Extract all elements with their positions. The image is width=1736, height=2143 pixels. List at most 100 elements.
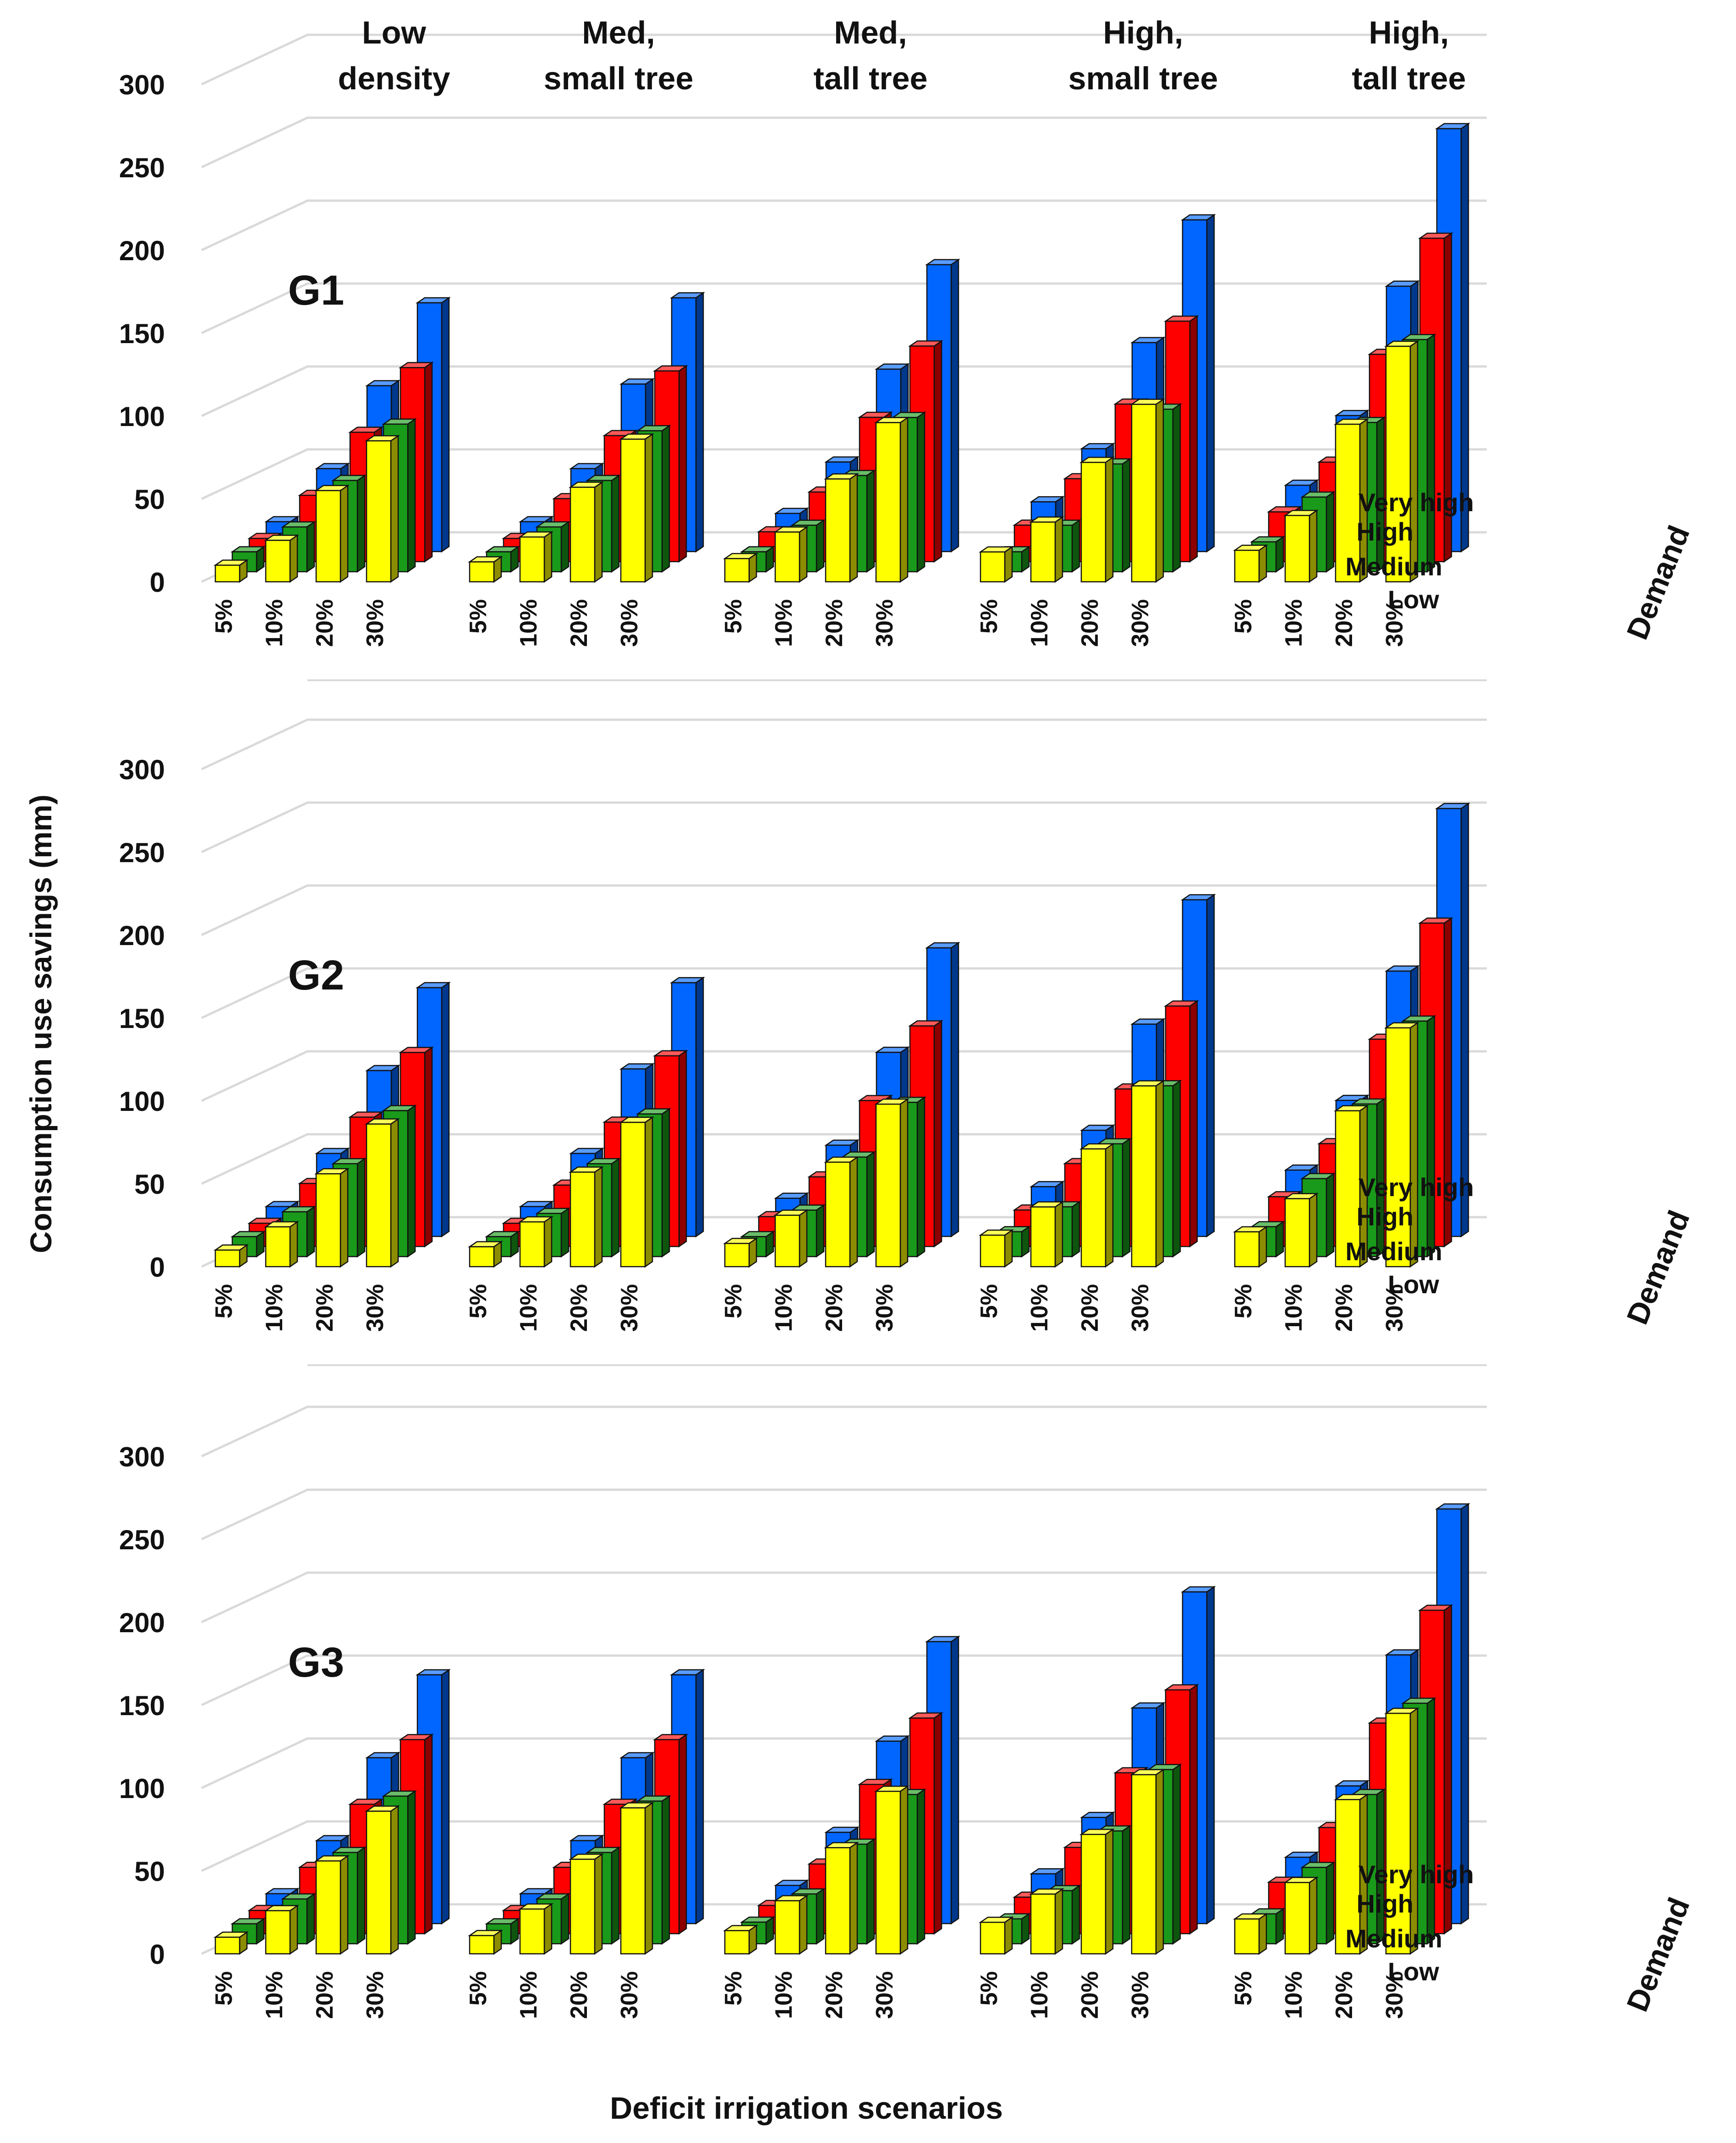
panel-g1-bar-side	[1054, 516, 1063, 583]
panel-g2-bar-front	[1385, 1027, 1411, 1268]
panel-g1-bar	[1333, 418, 1369, 583]
panel-g1-bar-front	[980, 551, 1006, 583]
panel-g3-bar-front	[214, 1936, 241, 1955]
panel-g2-scenario-label: 10%	[261, 1284, 288, 1332]
panel-g2-y-tick-label: 150	[119, 1003, 165, 1034]
panel-g2-bar-front	[1080, 1148, 1106, 1268]
panel-g2-bar	[568, 1166, 604, 1268]
density-header: density	[338, 60, 450, 96]
panel-g1-gridline	[201, 116, 1487, 169]
panel-g2-scenario-label: 5%	[211, 1284, 237, 1318]
panel-g3-bar	[1333, 1793, 1369, 1955]
panel-g3-gridline	[201, 1571, 1487, 1624]
panel-g2-label: G2	[288, 952, 345, 999]
panel-g1-bar	[568, 481, 604, 583]
panel-g2-y-tick-label: 0	[150, 1252, 165, 1283]
panel-g3-scenario-label: 10%	[1026, 1971, 1053, 2019]
panel-g3-y-tick-label: 200	[119, 1607, 165, 1638]
panel-g2-bar-side	[866, 1151, 875, 1258]
density-header: Low	[362, 15, 427, 50]
panel-g1-bar-front	[570, 487, 596, 583]
panel-g3-scenario-label: 20%	[821, 1971, 848, 2019]
panel-g2-bar-side	[594, 1166, 603, 1268]
panel-g2-y-tick-label: 250	[119, 837, 165, 868]
panel-g2-bar-side	[1004, 1229, 1013, 1268]
panel-g1-bar-side	[543, 530, 553, 583]
panel-g3-y-tick-label: 0	[150, 1939, 165, 1970]
panel-g3-scenario-label: 30%	[871, 1971, 898, 2019]
panel-g1-bar-side	[916, 411, 926, 573]
panel-g3-bar-side	[1275, 1908, 1284, 1945]
panel-g1-bar	[874, 416, 910, 583]
panel-g2-y-tick-label: 100	[119, 1086, 165, 1117]
panel-g3-bar-side	[1206, 1585, 1215, 1925]
x-axis-title: Deficit irrigation scenarios	[610, 2091, 1003, 2126]
panel-g1-bar-side	[289, 534, 298, 583]
panel-g1-scenario-label: 5%	[1230, 599, 1257, 634]
panel-g1-bar	[1129, 398, 1166, 583]
panel-g1-y-tick-label: 250	[119, 153, 165, 183]
panel-g2-scenario-label: 5%	[720, 1284, 747, 1318]
panel-g2-gridline	[201, 718, 1487, 771]
panel-g1-bar	[314, 484, 350, 583]
panel-g1-bar	[467, 556, 504, 583]
panel-g3-demand-label: High	[1357, 1889, 1413, 1918]
panel-g2-bar-side	[1309, 1192, 1318, 1268]
panel-g1-y-tick-label: 50	[134, 484, 165, 515]
panel-g2-bar-side	[560, 1207, 570, 1258]
panel-g1-bar	[364, 434, 400, 583]
panel-g2-bar-side	[799, 1209, 808, 1268]
panel-g3-bar-side	[816, 1888, 825, 1945]
panel-g3-bar-side	[1071, 1884, 1080, 1945]
panel-g3-bar-front	[980, 1921, 1006, 1955]
panel-g1-bar-front	[519, 536, 545, 583]
density-header: High,	[1369, 15, 1449, 50]
panel-g2-bar-front	[1284, 1198, 1310, 1268]
panel-g2-bar-side	[1172, 1079, 1181, 1258]
panel-g2-scenario-label: 30%	[362, 1284, 389, 1332]
panel-g1-bar-side	[306, 520, 315, 573]
panel-g2-bar	[1232, 1225, 1269, 1268]
panel-g1-demand-label: High	[1357, 517, 1413, 546]
panel-g2-scenario-label: 10%	[515, 1284, 542, 1332]
panel-g3-bar	[723, 1924, 759, 1955]
density-header: small tree	[544, 60, 694, 96]
panel-g1-bar-side	[1122, 458, 1131, 573]
panel-g1-bar-side	[1275, 536, 1284, 573]
panel-g3-bar-side	[1258, 1913, 1267, 1955]
panel-g3-demand-label: Very high	[1358, 1860, 1474, 1889]
panel-g3-bar	[773, 1894, 809, 1955]
panel-g2-bar	[364, 1118, 400, 1268]
panel-g3-bar-side	[289, 1904, 298, 1955]
panel-g3-bar-side	[1155, 1768, 1164, 1955]
panel-g1-bar-side	[390, 434, 399, 583]
panel-g3-bar-side	[916, 1788, 926, 1945]
panel-g1-bar-side	[594, 481, 603, 583]
panel-g2-bar-side	[340, 1167, 349, 1268]
panel-g2-gridline	[201, 1050, 1487, 1102]
panel-g1-scenario-label: 10%	[771, 599, 797, 647]
panel-g3-bar-side	[1054, 1888, 1063, 1955]
panel-g2-gridline	[201, 967, 1487, 1019]
panel-g1-bar	[1079, 456, 1115, 583]
panel-g3-scenario-label: 20%	[312, 1971, 338, 2019]
panel-g1-bar-side	[1172, 403, 1181, 573]
panel-g2-y-tick-label: 50	[134, 1169, 165, 1200]
panel-g2-bar	[1129, 1080, 1166, 1268]
panel-g2-bar-front	[519, 1221, 545, 1268]
panel-g1-scenario-label: 20%	[821, 599, 848, 647]
panel-g3-scenario-label: 10%	[515, 1971, 542, 2019]
panel-g2-bar-side	[441, 981, 450, 1238]
panel-g2-bar-side	[1122, 1137, 1131, 1258]
density-header: Med,	[834, 15, 907, 50]
panel-g1-bar-front	[214, 564, 241, 583]
panel-g3-bar-front	[825, 1847, 851, 1955]
panel-g2-demand-label: Medium	[1345, 1237, 1442, 1266]
panel-g2-bar	[669, 976, 706, 1238]
panel-g1-bar-front	[1284, 514, 1310, 583]
panel-g3-bar-side	[849, 1841, 858, 1955]
panel-g3-bar	[1283, 1876, 1319, 1955]
panel-g1-bar-side	[799, 526, 808, 583]
panel-g3-bar	[1129, 1768, 1166, 1955]
panel-g2-bar	[1333, 1104, 1369, 1268]
